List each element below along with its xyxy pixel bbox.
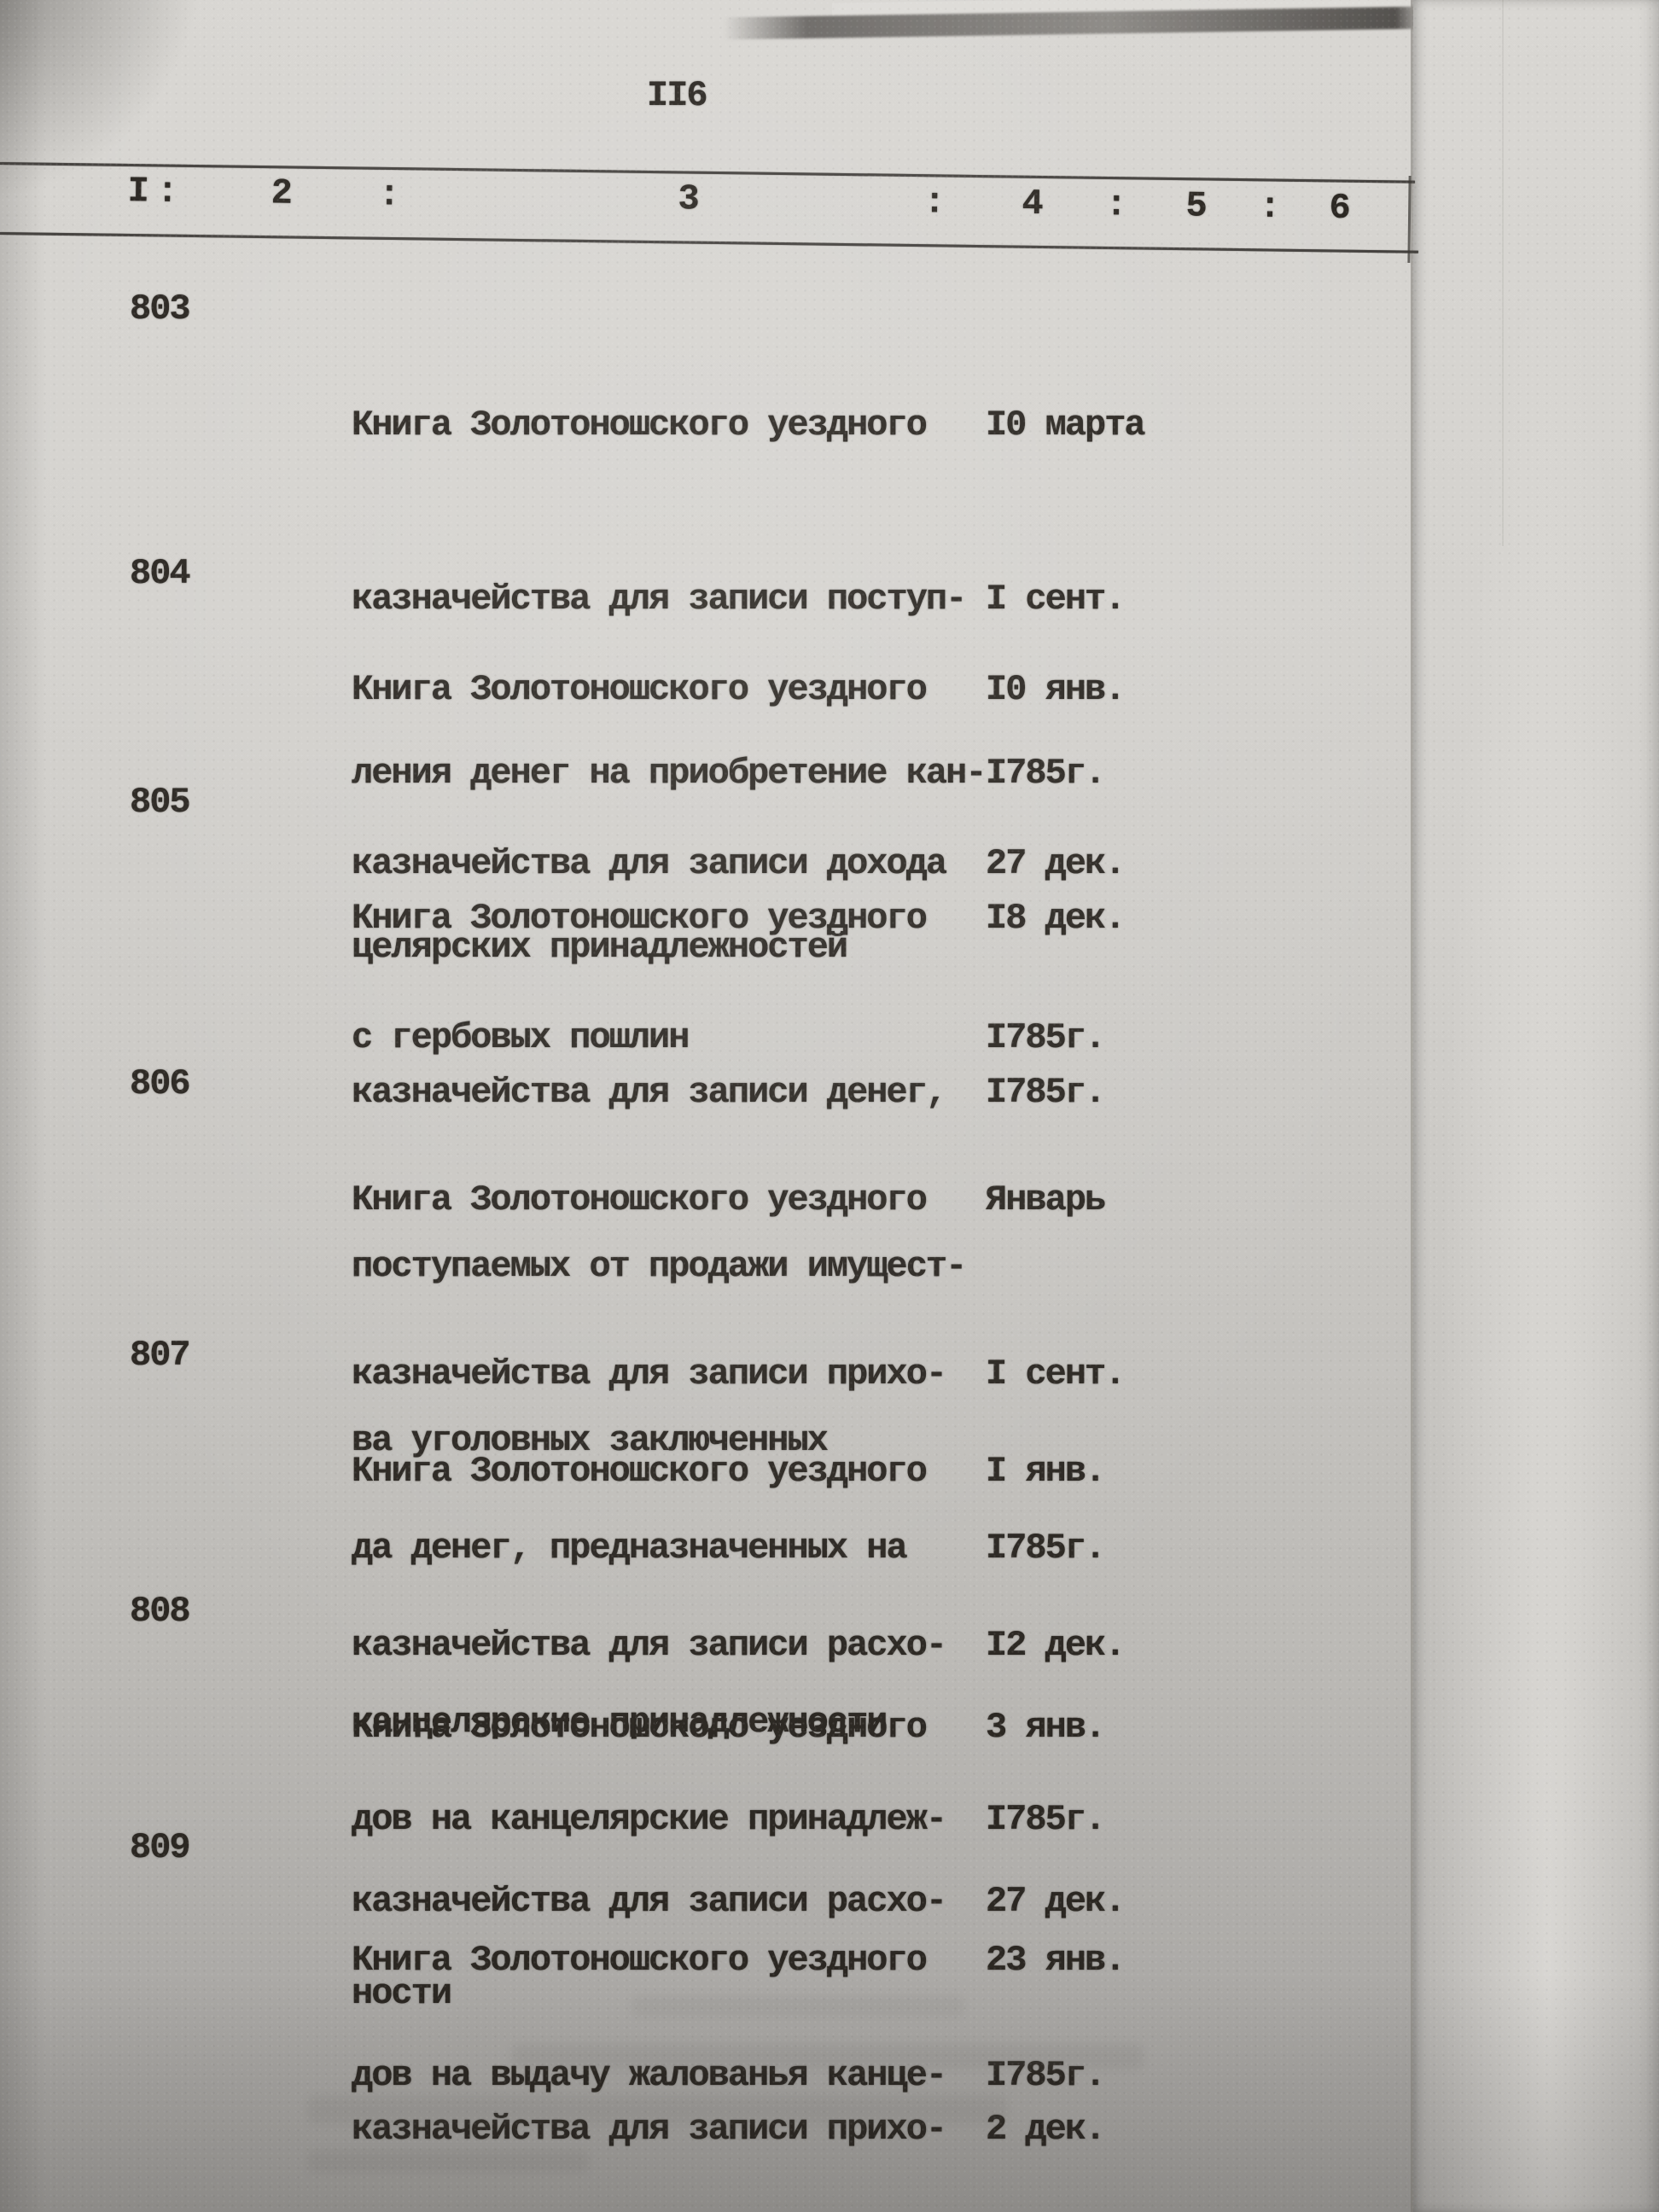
description-line: Книга Золотоношского уездного <box>352 669 928 710</box>
date-line: I2 дек. <box>986 1625 1126 1666</box>
description-line: целярских принадлежностей <box>352 927 848 968</box>
entry-description: Книга Золотоношского уездного казначейст… <box>352 280 987 1092</box>
description-line: казначейства для записи денег, <box>352 1072 947 1113</box>
date-line: I785г. <box>986 1528 1106 1569</box>
date-line: 3 янв. <box>986 1707 1106 1748</box>
description-line: казначейства для записи расхо- <box>352 1625 947 1666</box>
column-separator: : <box>156 171 178 212</box>
date-line: I0 янв. <box>986 669 1126 710</box>
description-line: поступаемых от продажи имущест- <box>352 1246 967 1287</box>
description-line: казначейства для записи поступ- <box>352 579 967 620</box>
description-line: казначейства для записи прихо- <box>352 2109 947 2150</box>
description-line: ности <box>352 1973 452 2014</box>
description-line: с гербовых пошлин <box>352 1017 690 1058</box>
table-row: 804 Книга Золотоношского уездного казнач… <box>0 544 1659 1058</box>
description-line: Книга Золотоношского уездного <box>352 1451 928 1492</box>
entry-number: 808 <box>130 1591 191 1632</box>
date-line: 27 дек. <box>986 1881 1126 1922</box>
table-row: 807 Книга Золотоношского уездного казнач… <box>0 1326 1659 2014</box>
description-line: канцелярские принадлежности <box>352 1702 888 1743</box>
column-header-4: 4 <box>1022 183 1043 225</box>
date-line: I785г. <box>986 753 1106 794</box>
date-line: 27 дек. <box>986 843 1126 884</box>
date-line: I785г. <box>986 2055 1106 2096</box>
paper-crease <box>1502 0 1504 546</box>
description-line: казначейства для записи прихо- <box>352 1353 947 1394</box>
description-line: Книга Золотоношского уездного <box>352 1179 928 1220</box>
date-line: I785г. <box>986 1799 1106 1840</box>
table-row: 806 Книга Золотоношского уездного казнач… <box>0 1055 1659 1743</box>
entry-number: 803 <box>130 288 191 329</box>
entry-number: 806 <box>130 1063 191 1104</box>
column-separator: : <box>1259 186 1280 228</box>
entry-description: Книга Золотоношского уездного казначейст… <box>352 544 947 1183</box>
column-separator: : <box>378 174 399 216</box>
entry-dates: 23 янв. 2 дек. I785г. <box>986 1819 1126 2212</box>
entry-description: Книга Золотоношского уездного казначейст… <box>352 1326 947 2139</box>
description-line: да денег, предназначенных на <box>352 1528 908 1569</box>
page-number: II6 <box>647 75 708 116</box>
column-separator: : <box>923 182 945 224</box>
table-header-bottom-rule <box>0 232 1418 253</box>
table-row: 803 Книга Золотоношского уездного казнач… <box>0 280 1659 968</box>
date-line: I785г. <box>986 1072 1106 1113</box>
date-line: 23 янв. <box>986 1940 1126 1981</box>
date-line: I0 марта <box>986 405 1146 445</box>
column-separator: : <box>1105 184 1126 226</box>
entry-description: Книга Золотоношского уездного казначейст… <box>352 1055 947 1867</box>
date-line: I785г. <box>986 1017 1106 1058</box>
date-line: 2 дек. <box>986 2109 1106 2150</box>
entry-description: Книга Золотоношского уездного казначейст… <box>352 1819 947 2212</box>
description-line: Книга Золотоношского уездного <box>352 1940 928 1981</box>
page-top-edge-shadow <box>723 6 1424 40</box>
table-row: 808 Книга Золотоношского уездного казнач… <box>0 1582 1659 2096</box>
column-header-3: 3 <box>678 178 699 220</box>
entry-number: 805 <box>130 782 191 823</box>
description-line: казначейства для записи дохода <box>352 843 947 884</box>
table-row: 805 Книга Золотоношского уездного казнач… <box>0 773 1659 1461</box>
description-line: ления денег на приобретение кан- <box>352 753 987 794</box>
entry-dates: I янв. I2 дек. I785г. <box>986 1326 1126 1965</box>
date-line: I сент. <box>986 579 1126 620</box>
entry-dates: Январь I сент. I785г. <box>986 1055 1126 1693</box>
entry-number: 804 <box>130 553 191 594</box>
description-line: Книга Золотоношского уездного <box>352 1707 928 1748</box>
description-line: дов на выдачу жалованья канце- <box>352 2055 947 2096</box>
date-line: I янв. <box>986 1451 1106 1492</box>
column-header-5: 5 <box>1185 185 1207 227</box>
entry-description: Книга Золотоношского уездного казначейст… <box>352 1582 947 2212</box>
entry-dates: 3 янв. 27 дек. I785г. <box>986 1582 1126 2212</box>
column-header-2: 2 <box>271 172 292 214</box>
entry-description: Книга Золотоношского уездного казначейст… <box>352 773 967 1586</box>
column-header-6: 6 <box>1329 187 1350 230</box>
date-line: I8 дек. <box>986 898 1126 939</box>
entry-number: 807 <box>130 1335 191 1376</box>
page-fold-line <box>1411 0 1413 2212</box>
description-line: Книга Золотоношского уездного <box>352 898 928 939</box>
table-row: 809 Книга Золотоношского уездного казнач… <box>0 1819 1659 2150</box>
description-line: ва уголовных заключенных <box>352 1420 829 1461</box>
entry-dates: I8 дек. I785г. <box>986 773 1126 1237</box>
description-line: Книга Золотоношского уездного <box>352 405 928 445</box>
date-line: Январь <box>986 1179 1106 1220</box>
description-line: казначейства для записи расхо- <box>352 1881 947 1922</box>
entry-number: 809 <box>130 1827 191 1868</box>
description-line: дов на канцелярские принадлеж- <box>352 1799 947 1840</box>
date-line: I сент. <box>986 1353 1126 1394</box>
column-header-1: I <box>127 171 148 212</box>
entry-dates: I0 марта I сент. I785г. <box>986 280 1146 918</box>
entry-dates: I0 янв. 27 дек. I785г. <box>986 544 1126 1183</box>
